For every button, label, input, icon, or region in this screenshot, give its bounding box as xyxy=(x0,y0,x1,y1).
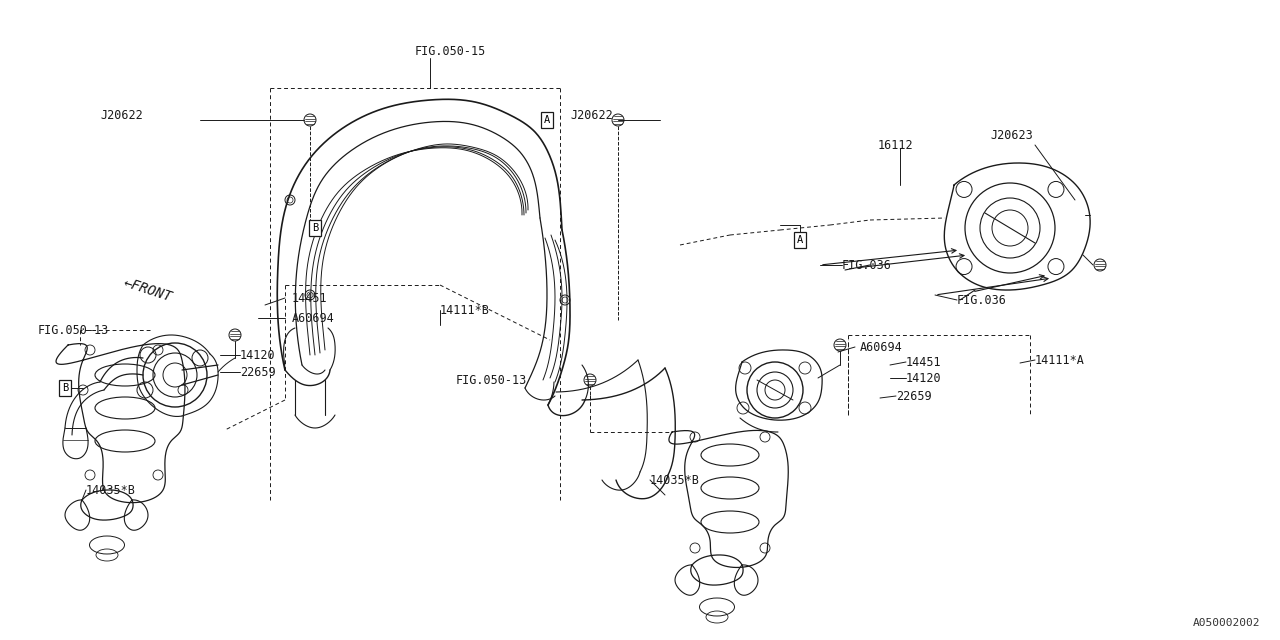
Text: 14111*A: 14111*A xyxy=(1036,353,1085,367)
Text: 22659: 22659 xyxy=(896,390,932,403)
Text: FIG.036: FIG.036 xyxy=(842,259,892,271)
Text: 14120: 14120 xyxy=(906,371,942,385)
Text: J20622: J20622 xyxy=(570,109,613,122)
Text: ←FRONT: ←FRONT xyxy=(122,276,174,305)
Text: 14035*B: 14035*B xyxy=(650,474,700,486)
Text: 14120: 14120 xyxy=(241,349,275,362)
Text: 16112: 16112 xyxy=(878,138,914,152)
Text: 22659: 22659 xyxy=(241,365,275,378)
Text: 14451: 14451 xyxy=(906,355,942,369)
Text: 14035*B: 14035*B xyxy=(86,483,136,497)
Text: A60694: A60694 xyxy=(292,312,335,324)
Text: J20623: J20623 xyxy=(989,129,1033,141)
Text: B: B xyxy=(61,383,68,393)
Text: J20622: J20622 xyxy=(100,109,143,122)
Text: 14451: 14451 xyxy=(292,291,328,305)
Text: FIG.050-13: FIG.050-13 xyxy=(38,323,109,337)
Text: FIG.050-15: FIG.050-15 xyxy=(415,45,486,58)
Text: B: B xyxy=(312,223,319,233)
Text: A: A xyxy=(544,115,550,125)
Text: 14111*B: 14111*B xyxy=(440,303,490,317)
Text: A60694: A60694 xyxy=(860,340,902,353)
Text: FIG.036: FIG.036 xyxy=(957,294,1007,307)
Text: FIG.050-13: FIG.050-13 xyxy=(456,374,527,387)
Text: A: A xyxy=(797,235,803,245)
Text: A050002002: A050002002 xyxy=(1193,618,1260,628)
